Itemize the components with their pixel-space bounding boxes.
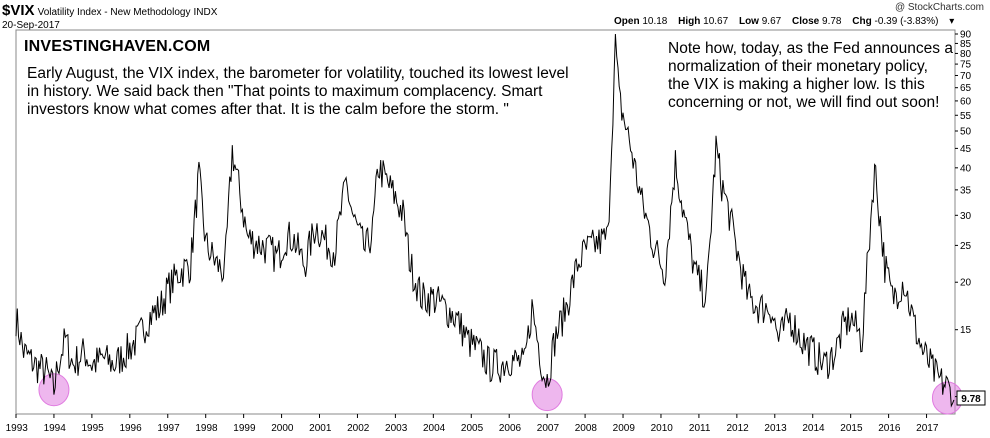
x-tick-label: 2005	[461, 423, 484, 434]
right-annotation: Note how, today, as the Fed announces a …	[668, 40, 953, 111]
x-tick-label: 1995	[82, 423, 105, 434]
chg-label: Chg	[852, 16, 872, 27]
x-tick-label: 2013	[764, 423, 787, 434]
dropdown-arrow-icon[interactable]: ▾	[949, 16, 955, 27]
y-tick-label: 60	[960, 96, 972, 107]
y-tick-label: 75	[960, 60, 972, 71]
x-tick-label: 1994	[44, 423, 67, 434]
x-tick-label: 2001	[309, 423, 332, 434]
x-tick-label: 2007	[537, 423, 560, 434]
x-tick-label: 1993	[6, 423, 29, 434]
y-tick-label: 55	[960, 111, 972, 122]
x-tick-label: 2015	[840, 423, 863, 434]
y-tick-label: 30	[960, 211, 972, 222]
low-highlight-circle	[531, 378, 563, 412]
high-value: 10.67	[703, 16, 729, 27]
open-label: Open	[614, 16, 640, 27]
x-tick-label: 2016	[878, 423, 901, 434]
exchange-label: INDX	[193, 7, 218, 18]
close-label: Close	[792, 16, 820, 27]
left-annotation: Early August, the VIX index, the baromet…	[27, 65, 569, 118]
chart-title: $VIX Volatility Index - New Methodology …	[2, 2, 217, 19]
y-tick-label: 80	[960, 49, 972, 60]
close-value: 9.78	[822, 16, 842, 27]
x-tick-label: 1996	[119, 423, 142, 434]
x-axis: 1993 1994 1995 1996 1997 1998 1999 2000 2001 2002…	[6, 414, 939, 434]
y-tick-label: 45	[960, 144, 972, 155]
brand-label: INVESTINGHAVEN.COM	[24, 38, 211, 55]
last-value-label: 9.78	[961, 394, 981, 405]
x-tick-label: 2006	[499, 423, 522, 434]
high-label: High	[678, 16, 701, 27]
x-tick-label: 2012	[726, 423, 749, 434]
x-tick-label: 2017	[916, 423, 939, 434]
y-tick-label: 85	[960, 39, 972, 50]
stockcharts-credit: @ StockCharts.com	[894, 2, 984, 13]
y-axis: 1015202530354045505560657075808590	[955, 30, 972, 403]
x-tick-label: 1999	[233, 423, 256, 434]
chg-value: -0.39 (-3.83%)	[874, 16, 939, 27]
x-tick-label: 2009	[613, 423, 636, 434]
y-tick-label: 35	[960, 185, 972, 196]
last-value-marker: 9.78	[956, 390, 986, 406]
ticker-symbol: $VIX	[2, 2, 35, 19]
index-name: Volatility Index - New Methodology	[37, 7, 191, 18]
low-value: 9.67	[761, 16, 782, 27]
chart-date: 20-Sep-2017	[2, 20, 60, 31]
y-tick-label: 15	[960, 325, 972, 336]
open-value: 10.18	[642, 16, 668, 27]
x-tick-label: 2002	[347, 423, 370, 434]
y-tick-label: 40	[960, 163, 972, 174]
low-label: Low	[738, 16, 759, 27]
y-tick-label: 20	[960, 278, 972, 289]
ohlc-readout: Open 10.18 High 10.67 Low 9.67 Close 9.7…	[614, 16, 958, 27]
x-tick-label: 1998	[195, 423, 218, 434]
y-tick-label: 65	[960, 83, 972, 94]
x-tick-label: 1997	[157, 423, 180, 434]
x-tick-label: 2010	[651, 423, 674, 434]
x-tick-label: 2014	[802, 423, 825, 434]
plot-frame	[15, 29, 956, 415]
x-tick-label: 2011	[689, 423, 711, 434]
y-tick-label: 90	[960, 30, 972, 41]
vix-series-line	[15, 33, 955, 408]
y-tick-label: 50	[960, 127, 972, 138]
x-tick-label: 2000	[271, 423, 294, 434]
y-tick-label: 70	[960, 71, 972, 82]
x-tick-label: 2003	[385, 423, 408, 434]
x-tick-label: 2008	[575, 423, 598, 434]
last-value-box	[956, 390, 986, 406]
y-tick-label: 25	[960, 241, 972, 252]
x-tick-label: 2004	[423, 423, 446, 434]
